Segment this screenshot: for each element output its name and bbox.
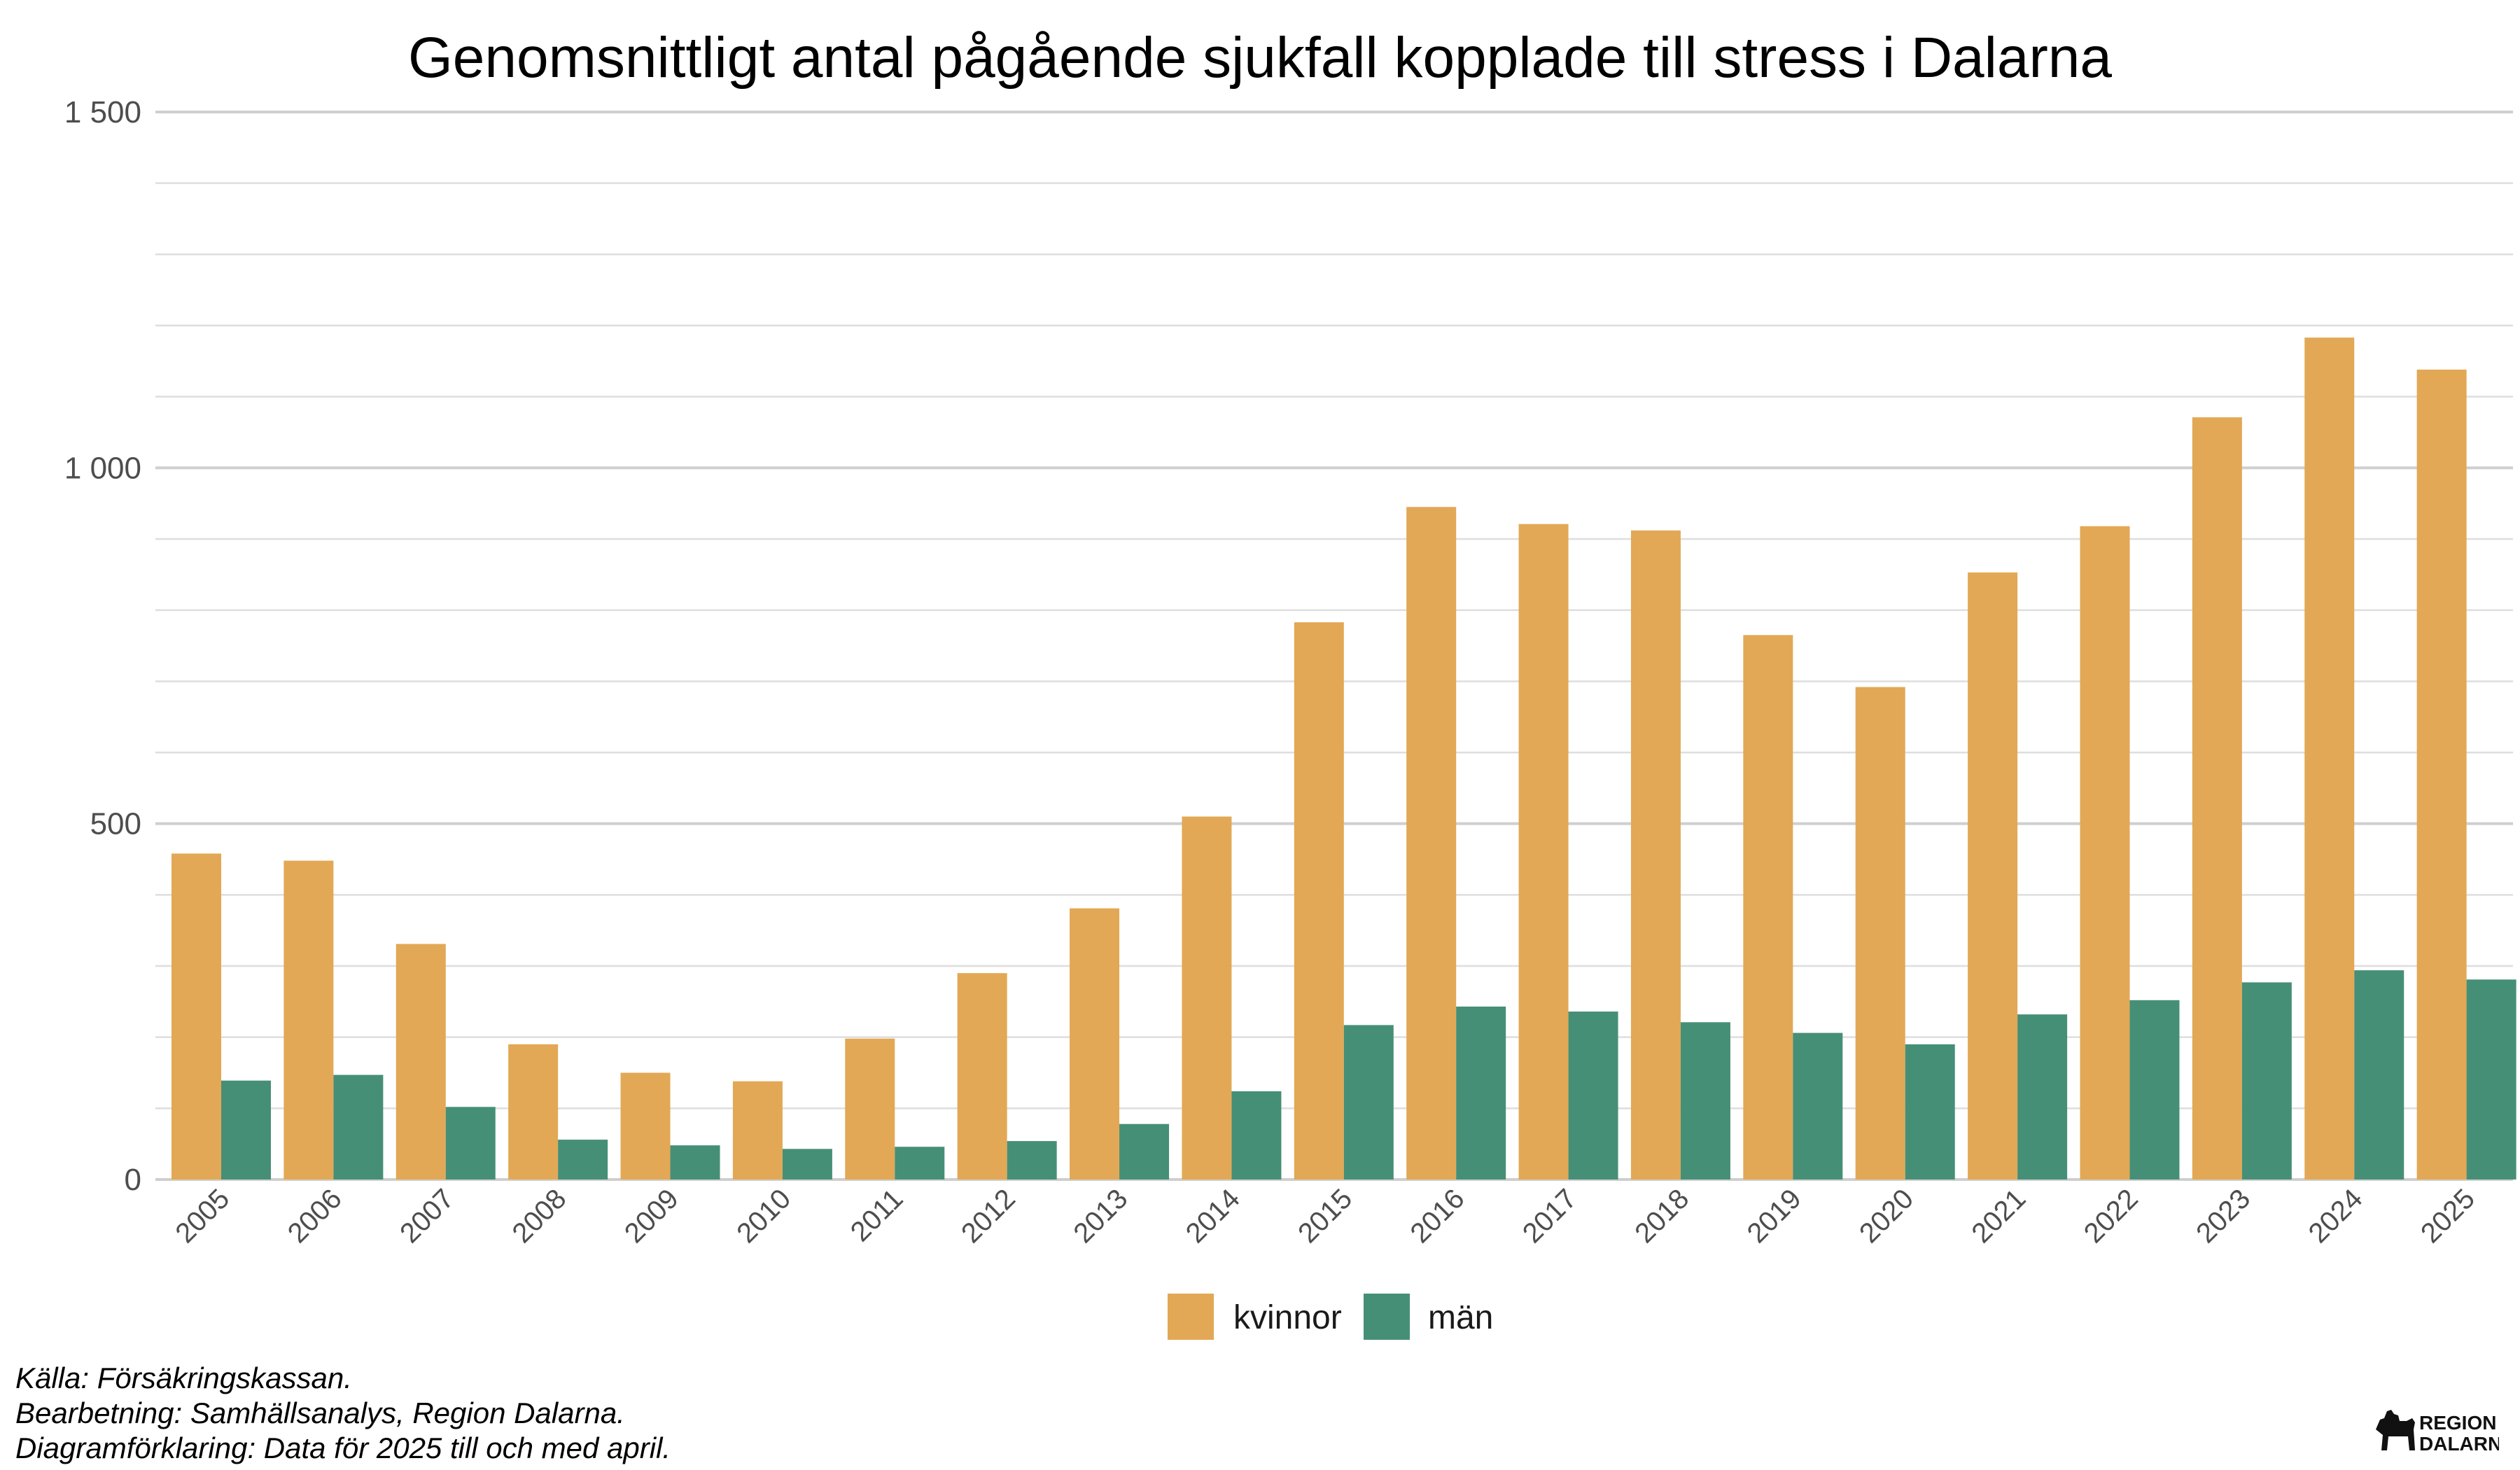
bar-man-2019	[1793, 1032, 1843, 1180]
bar-kvinnor-2009	[620, 1072, 671, 1180]
bar-man-2015	[1343, 1025, 1394, 1180]
bar-kvinnor-2011	[845, 1038, 895, 1180]
y-tick-label: 0	[125, 1163, 141, 1197]
x-tick-label: 2012	[955, 1183, 1021, 1249]
bar-man-2024	[2354, 970, 2404, 1180]
bar-kvinnor-2012	[957, 973, 1007, 1180]
bar-man-2007	[445, 1107, 496, 1180]
legend-label-kvinnor: kvinnor	[1233, 1299, 1342, 1336]
chart-title: Genomsnittligt antal pågående sjukfall k…	[408, 26, 2112, 90]
bar-kvinnor-2013	[1070, 908, 1120, 1180]
legend: kvinnor män	[1168, 1294, 1493, 1340]
x-tick-label: 2005	[169, 1183, 235, 1249]
legend-swatch-man	[1364, 1294, 1410, 1340]
y-tick-label: 1 000	[64, 451, 141, 485]
bar-kvinnor-2008	[508, 1044, 559, 1180]
bar-kvinnor-2005	[172, 853, 221, 1180]
x-tick-label: 2022	[2078, 1183, 2144, 1249]
x-tick-label: 2010	[731, 1183, 797, 1249]
x-tick-label: 2016	[1405, 1183, 1471, 1249]
x-tick-label: 2015	[1292, 1183, 1358, 1249]
bar-man-2008	[558, 1140, 608, 1180]
bar-man-2014	[1231, 1091, 1282, 1180]
x-tick-label: 2025	[2415, 1183, 2481, 1249]
x-tick-label: 2017	[1517, 1183, 1583, 1249]
x-tick-label: 2024	[2303, 1183, 2369, 1249]
bar-man-2013	[1119, 1124, 1170, 1180]
bar-man-2021	[2017, 1014, 2068, 1180]
x-tick-label: 2023	[2190, 1183, 2256, 1249]
x-axis-ticks: 2005 2006 2007 2008 2009 2010 2011 2012 2013 2014…	[169, 1183, 2481, 1249]
bar-kvinnor-2021	[1968, 572, 2018, 1180]
bar-kvinnor-2016	[1406, 507, 1457, 1180]
bar-kvinnor-2018	[1630, 530, 1681, 1180]
region-dalarna-logo: REGION DALARNA	[2376, 1410, 2499, 1455]
bar-kvinnor-2023	[2192, 417, 2242, 1180]
bar-man-2006	[333, 1074, 384, 1180]
x-tick-label: 2013	[1068, 1183, 1133, 1249]
y-axis-ticks: 0 500 1 000 1 500	[64, 95, 141, 1197]
footnote-source: Källa: Försäkringskassan.	[15, 1362, 352, 1394]
bar-man-2025	[2466, 979, 2516, 1180]
bar-man-2016	[1456, 1006, 1506, 1180]
bar-kvinnor-2014	[1182, 816, 1232, 1180]
bar-kvinnor-2020	[1855, 687, 1905, 1180]
x-tick-label: 2021	[1966, 1183, 2031, 1249]
x-tick-label: 2019	[1742, 1183, 1807, 1249]
bar-kvinnor-2017	[1518, 524, 1569, 1180]
x-tick-label: 2014	[1180, 1183, 1246, 1249]
bar-kvinnor-2024	[2304, 337, 2355, 1180]
bar-man-2017	[1568, 1011, 1618, 1180]
footnote-processing: Bearbetning: Samhällsanalys, Region Dala…	[15, 1396, 625, 1429]
footnote-explanation: Diagramförklaring: Data för 2025 till oc…	[15, 1432, 671, 1464]
bar-man-2011	[895, 1147, 945, 1180]
y-tick-label: 500	[90, 807, 141, 841]
x-tick-label: 2008	[506, 1183, 572, 1249]
y-tick-label: 1 500	[64, 95, 141, 130]
bar-kvinnor-2006	[284, 860, 334, 1180]
bar-man-2010	[782, 1149, 832, 1180]
x-tick-label: 2006	[282, 1183, 348, 1249]
bar-man-2020	[1905, 1044, 1955, 1180]
bar-man-2022	[2129, 1000, 2180, 1180]
x-tick-label: 2018	[1629, 1183, 1695, 1249]
legend-label-man: män	[1428, 1299, 1493, 1336]
x-tick-label: 2009	[619, 1183, 685, 1249]
bar-man-2005	[221, 1080, 271, 1180]
logo-text-region: REGION	[2419, 1412, 2496, 1434]
logo-text-dalarna: DALARNA	[2419, 1433, 2499, 1455]
bar-kvinnor-2015	[1294, 622, 1344, 1180]
bars	[172, 337, 2516, 1180]
legend-swatch-kvinnor	[1168, 1294, 1214, 1340]
bar-kvinnor-2019	[1743, 635, 1793, 1180]
bar-kvinnor-2010	[732, 1081, 783, 1180]
bar-kvinnor-2025	[2416, 370, 2467, 1180]
bar-man-2009	[670, 1145, 720, 1180]
bar-kvinnor-2022	[2080, 526, 2130, 1180]
x-tick-label: 2020	[1854, 1183, 1919, 1249]
x-tick-label: 2007	[394, 1183, 460, 1249]
bar-man-2012	[1007, 1141, 1057, 1180]
bar-kvinnor-2007	[396, 944, 446, 1180]
bar-man-2023	[2241, 982, 2292, 1180]
x-tick-label: 2011	[845, 1183, 909, 1247]
bar-man-2018	[1680, 1022, 1730, 1180]
dala-horse-icon	[2376, 1410, 2415, 1450]
